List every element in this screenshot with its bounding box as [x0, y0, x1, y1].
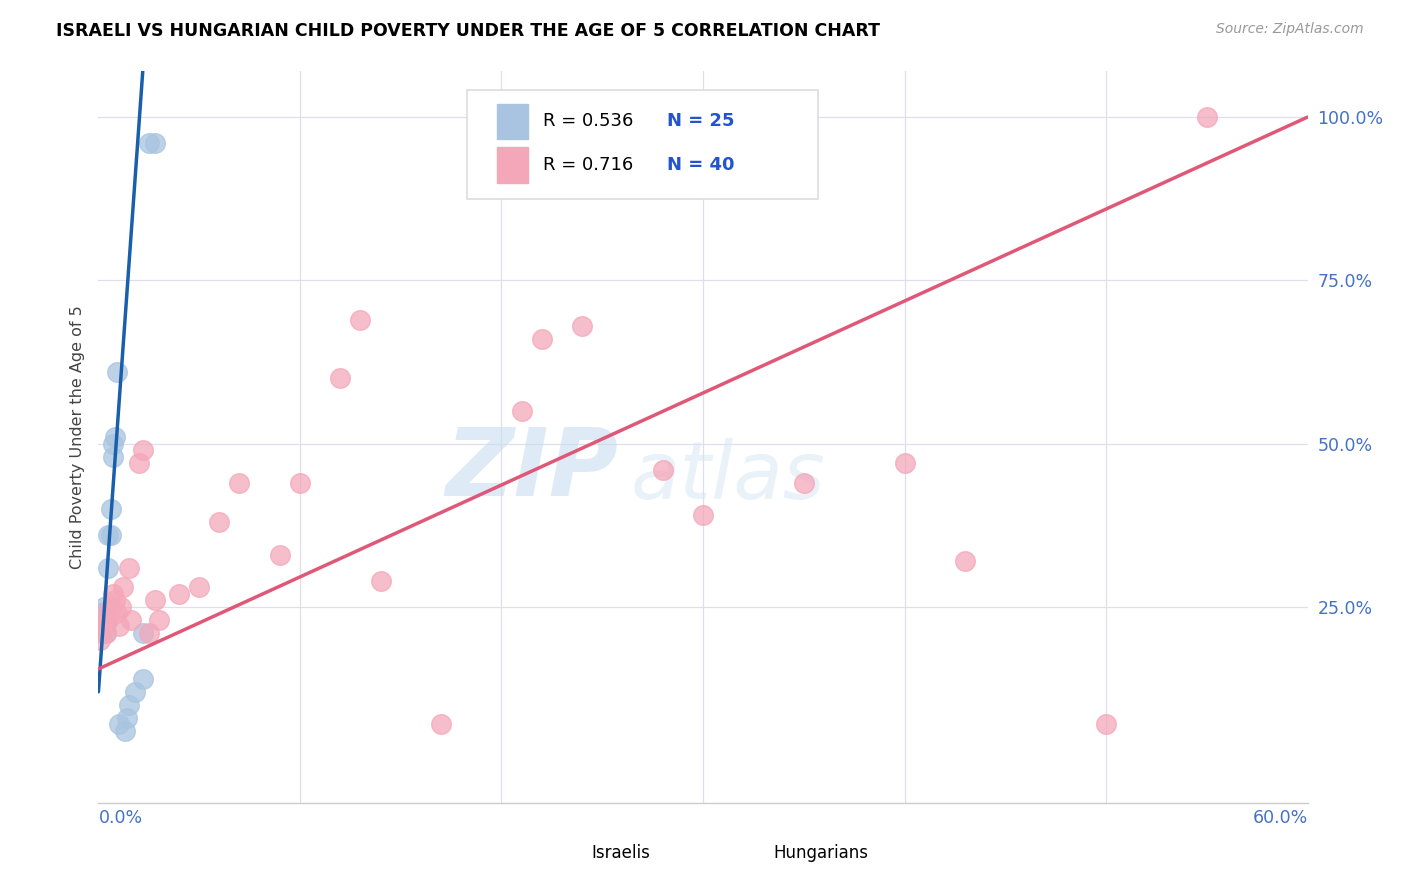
Point: [329, 371, 352, 385]
Point: [148, 613, 170, 627]
Point: [430, 717, 453, 731]
Text: R = 0.716: R = 0.716: [543, 156, 634, 174]
Point: [107, 717, 129, 731]
Point: [100, 502, 122, 516]
Point: [530, 332, 553, 346]
FancyBboxPatch shape: [498, 147, 527, 183]
Point: [100, 599, 122, 614]
Point: [188, 580, 211, 594]
Point: [101, 587, 124, 601]
FancyBboxPatch shape: [546, 841, 582, 865]
Point: [111, 580, 134, 594]
FancyBboxPatch shape: [498, 103, 527, 139]
Point: [132, 443, 155, 458]
Point: [793, 475, 815, 490]
Point: [143, 136, 166, 151]
Point: [115, 711, 138, 725]
Point: [91, 613, 114, 627]
Point: [167, 587, 190, 601]
Text: N = 25: N = 25: [666, 112, 734, 130]
Point: [893, 456, 915, 470]
Point: [269, 548, 291, 562]
Point: [118, 560, 141, 574]
Point: [510, 404, 533, 418]
Point: [96, 626, 118, 640]
FancyBboxPatch shape: [467, 90, 818, 200]
Point: [97, 528, 120, 542]
Point: [103, 430, 125, 444]
Point: [288, 475, 311, 490]
Text: 60.0%: 60.0%: [1253, 809, 1308, 828]
FancyBboxPatch shape: [727, 841, 763, 865]
Point: [105, 607, 128, 621]
Point: [370, 574, 392, 588]
Point: [138, 626, 160, 640]
Point: [96, 626, 118, 640]
Point: [101, 450, 124, 464]
Point: [110, 599, 132, 614]
Point: [103, 593, 125, 607]
Point: [93, 619, 115, 633]
Text: N = 40: N = 40: [666, 156, 734, 174]
Text: Hungarians: Hungarians: [773, 844, 868, 863]
Point: [89, 632, 111, 647]
Point: [118, 698, 141, 712]
Point: [97, 613, 120, 627]
Point: [132, 626, 155, 640]
Point: [114, 723, 136, 738]
Point: [953, 554, 976, 568]
Point: [89, 607, 111, 621]
Point: [208, 515, 231, 529]
Point: [96, 613, 118, 627]
Point: [1195, 110, 1218, 124]
Point: [651, 463, 673, 477]
Point: [143, 593, 166, 607]
Point: [349, 312, 371, 326]
Point: [91, 619, 114, 633]
Text: atlas: atlas: [630, 438, 825, 516]
Point: [128, 456, 150, 470]
Point: [1095, 717, 1118, 731]
Point: [132, 672, 155, 686]
Point: [93, 599, 115, 614]
Point: [93, 619, 115, 633]
Text: Israelis: Israelis: [592, 844, 651, 863]
Text: 0.0%: 0.0%: [98, 809, 142, 828]
Text: R = 0.536: R = 0.536: [543, 112, 634, 130]
Point: [101, 436, 124, 450]
Point: [124, 685, 146, 699]
Point: [97, 560, 120, 574]
Text: ZIP: ZIP: [446, 424, 619, 516]
Point: [138, 136, 160, 151]
Text: Source: ZipAtlas.com: Source: ZipAtlas.com: [1216, 22, 1364, 37]
Y-axis label: Child Poverty Under the Age of 5: Child Poverty Under the Age of 5: [69, 305, 84, 569]
Point: [89, 619, 111, 633]
Point: [107, 619, 129, 633]
Point: [105, 365, 128, 379]
Point: [228, 475, 250, 490]
Point: [571, 319, 593, 334]
Point: [96, 607, 118, 621]
Point: [100, 528, 122, 542]
Point: [91, 626, 114, 640]
Point: [120, 613, 142, 627]
Text: ISRAELI VS HUNGARIAN CHILD POVERTY UNDER THE AGE OF 5 CORRELATION CHART: ISRAELI VS HUNGARIAN CHILD POVERTY UNDER…: [56, 22, 880, 40]
Point: [692, 508, 714, 523]
